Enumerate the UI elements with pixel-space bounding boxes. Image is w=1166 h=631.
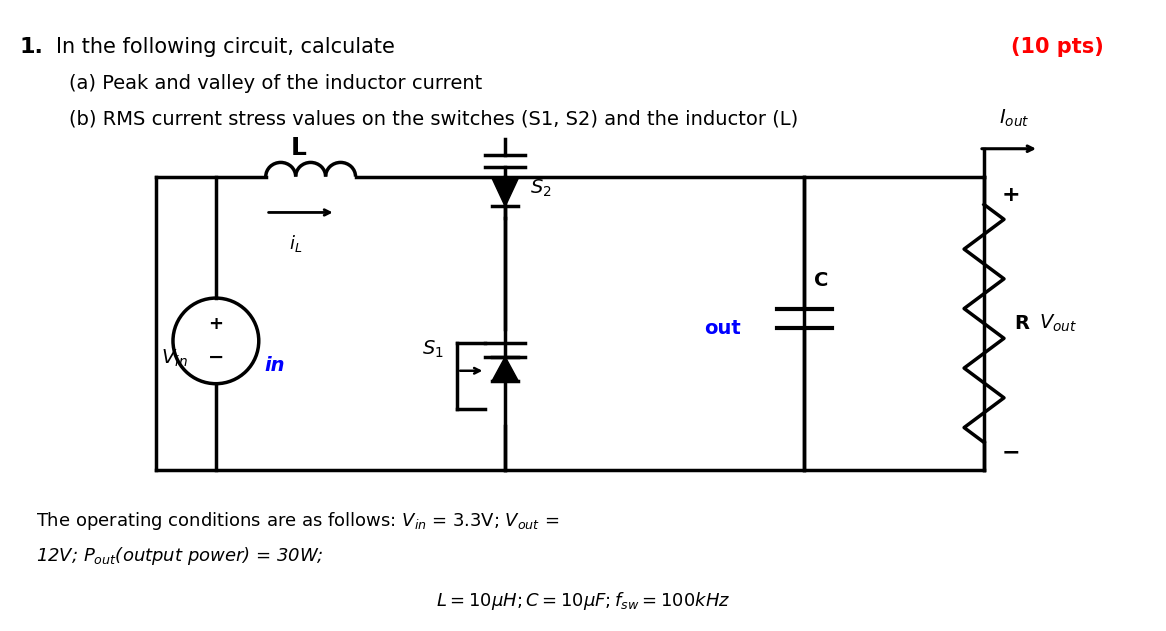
Text: +: + — [1002, 184, 1020, 204]
Text: In the following circuit, calculate: In the following circuit, calculate — [56, 37, 395, 57]
Text: (10 pts): (10 pts) — [1011, 37, 1104, 57]
Text: out: out — [704, 319, 742, 338]
Text: (a) Peak and valley of the inductor current: (a) Peak and valley of the inductor curr… — [69, 74, 483, 93]
Text: $S_1$: $S_1$ — [422, 339, 443, 360]
Text: L: L — [290, 136, 307, 160]
Text: $V_{out}$: $V_{out}$ — [1039, 313, 1077, 334]
Text: in: in — [265, 357, 286, 375]
Text: $S_2$: $S_2$ — [531, 178, 552, 199]
Text: (b) RMS current stress values on the switches (S1, S2) and the inductor (L): (b) RMS current stress values on the swi… — [69, 110, 799, 129]
Text: $i_L$: $i_L$ — [289, 233, 302, 254]
Text: $V_{in}$: $V_{in}$ — [161, 348, 188, 370]
Text: R: R — [1014, 314, 1028, 333]
Text: +: + — [209, 315, 224, 333]
Text: $L = 10\mu H; C = 10\mu F; f_{sw} = 100kHz$: $L = 10\mu H; C = 10\mu F; f_{sw} = 100k… — [436, 590, 730, 612]
Text: C: C — [814, 271, 829, 290]
Text: −: − — [1002, 442, 1020, 463]
Polygon shape — [492, 357, 518, 380]
Text: −: − — [208, 348, 224, 367]
Text: 1.: 1. — [20, 37, 43, 57]
Text: The operating conditions are as follows: $V_{in}$ = 3.3V; $V_{out}$ =: The operating conditions are as follows:… — [36, 510, 560, 532]
Text: 12V; $P_{out}$(output power) = 30W;: 12V; $P_{out}$(output power) = 30W; — [36, 545, 324, 567]
Text: $I_{out}$: $I_{out}$ — [999, 107, 1030, 129]
Polygon shape — [492, 179, 518, 206]
